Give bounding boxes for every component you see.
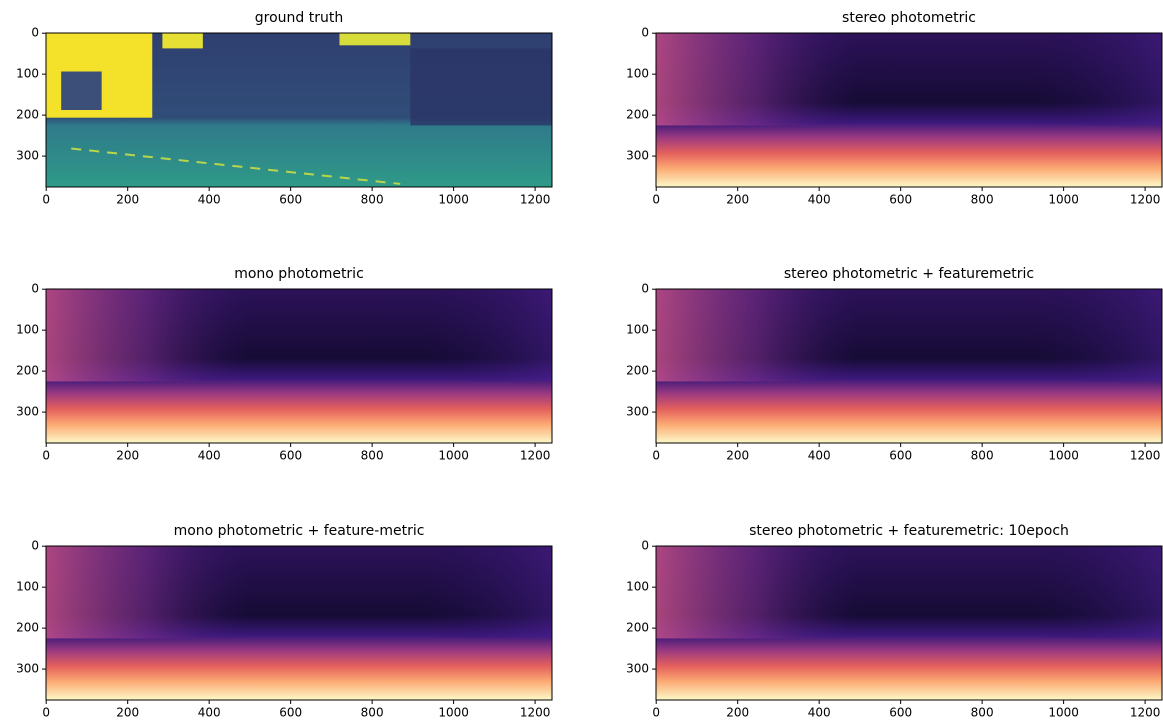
- image-line: [71, 147, 401, 185]
- y-tick-label: 0: [641, 282, 649, 296]
- y-tick-label: 200: [16, 621, 39, 635]
- x-tick-label: 1000: [1048, 706, 1079, 720]
- x-tick-label: 200: [726, 706, 749, 720]
- x-tick-label: 600: [889, 193, 912, 207]
- x-tick-label: 800: [361, 706, 384, 720]
- axes-frame: [655, 32, 1163, 188]
- y-tick-label: 200: [626, 108, 649, 122]
- subplot: stereo photometric 0 200 400 600 800 1000 1200 0…: [626, 10, 1163, 207]
- axes-frame: [45, 32, 553, 188]
- x-tick-label: 400: [808, 706, 831, 720]
- x-tick-label: 1000: [438, 193, 469, 207]
- subplot-title: mono photometric + feature-metric: [174, 523, 425, 539]
- y-tick-label: 100: [16, 67, 39, 81]
- x-tick-label: 400: [198, 193, 221, 207]
- subplot-title: stereo photometric: [842, 10, 976, 26]
- x-tick-label: 400: [808, 193, 831, 207]
- x-tick-label: 400: [198, 706, 221, 720]
- y-tick-label: 100: [16, 580, 39, 594]
- x-tick-label: 800: [361, 193, 384, 207]
- x-tick-label: 1200: [1130, 449, 1161, 463]
- x-tick-label: 200: [726, 193, 749, 207]
- x-tick-label: 200: [726, 449, 749, 463]
- x-tick-label: 600: [889, 449, 912, 463]
- subplot: ground truth 0 200 400 600 800 1000 1200 0 100 200…: [16, 10, 553, 207]
- x-tick-label: 200: [116, 193, 139, 207]
- y-tick-label: 100: [626, 580, 649, 594]
- axes-frame: [45, 545, 553, 701]
- x-tick-label: 1000: [1048, 193, 1079, 207]
- x-tick-label: 200: [116, 706, 139, 720]
- axes-frame: [655, 545, 1163, 701]
- image-region: [61, 71, 102, 110]
- image-region: [410, 48, 552, 126]
- y-tick-label: 100: [16, 323, 39, 337]
- image-overlay: [46, 546, 552, 639]
- x-tick-label: 200: [116, 449, 139, 463]
- x-tick-label: 1200: [520, 706, 551, 720]
- x-tick-label: 1200: [520, 193, 551, 207]
- image-overlay: [46, 289, 552, 382]
- y-tick-label: 100: [626, 323, 649, 337]
- x-tick-label: 0: [652, 449, 660, 463]
- image-overlay: [656, 289, 1162, 382]
- x-tick-label: 800: [361, 449, 384, 463]
- x-tick-label: 0: [42, 706, 50, 720]
- y-tick-label: 0: [31, 282, 39, 296]
- y-tick-label: 300: [626, 405, 649, 419]
- subplot: mono photometric + feature-metric 0 200 400…: [16, 523, 553, 720]
- y-tick-label: 300: [16, 405, 39, 419]
- x-tick-label: 800: [971, 193, 994, 207]
- x-tick-label: 0: [42, 193, 50, 207]
- x-tick-label: 0: [652, 706, 660, 720]
- axes-frame: [45, 288, 553, 444]
- y-tick-label: 100: [626, 67, 649, 81]
- subplot-title: ground truth: [255, 10, 343, 26]
- axes-frame: [655, 288, 1163, 444]
- x-tick-label: 1200: [520, 449, 551, 463]
- x-tick-label: 1000: [438, 449, 469, 463]
- subplot: stereo photometric + featuremetric: 10ep…: [626, 523, 1163, 720]
- image-overlay: [656, 33, 1162, 126]
- y-tick-label: 300: [16, 662, 39, 676]
- y-tick-label: 200: [16, 108, 39, 122]
- x-tick-label: 1200: [1130, 193, 1161, 207]
- y-tick-label: 300: [626, 662, 649, 676]
- image-region: [162, 33, 203, 49]
- y-tick-label: 0: [641, 539, 649, 553]
- x-tick-label: 1000: [1048, 449, 1079, 463]
- y-tick-label: 0: [31, 539, 39, 553]
- y-tick-label: 300: [626, 149, 649, 163]
- y-tick-label: 0: [641, 26, 649, 40]
- subplot-title: stereo photometric + featuremetric: [784, 266, 1034, 282]
- x-tick-label: 600: [279, 193, 302, 207]
- y-tick-label: 300: [16, 149, 39, 163]
- y-tick-label: 0: [31, 26, 39, 40]
- subplot-title: mono photometric: [234, 266, 364, 282]
- subplot-title: stereo photometric + featuremetric: 10ep…: [749, 523, 1069, 539]
- x-tick-label: 800: [971, 706, 994, 720]
- x-tick-label: 400: [808, 449, 831, 463]
- y-tick-label: 200: [626, 621, 649, 635]
- subplot: mono photometric 0 200 400 600 800 1000 1200 0 10…: [16, 266, 553, 463]
- x-tick-label: 1200: [1130, 706, 1161, 720]
- x-tick-label: 800: [971, 449, 994, 463]
- image-region: [339, 33, 411, 46]
- subplot: stereo photometric + featuremetric 0 200 40…: [626, 266, 1163, 463]
- image-overlay: [656, 546, 1162, 639]
- x-tick-label: 600: [279, 706, 302, 720]
- x-tick-label: 600: [279, 449, 302, 463]
- x-tick-label: 400: [198, 449, 221, 463]
- x-tick-label: 600: [889, 706, 912, 720]
- x-tick-label: 0: [42, 449, 50, 463]
- x-tick-label: 1000: [438, 706, 469, 720]
- y-tick-label: 200: [16, 364, 39, 378]
- x-tick-label: 0: [652, 193, 660, 207]
- y-tick-label: 200: [626, 364, 649, 378]
